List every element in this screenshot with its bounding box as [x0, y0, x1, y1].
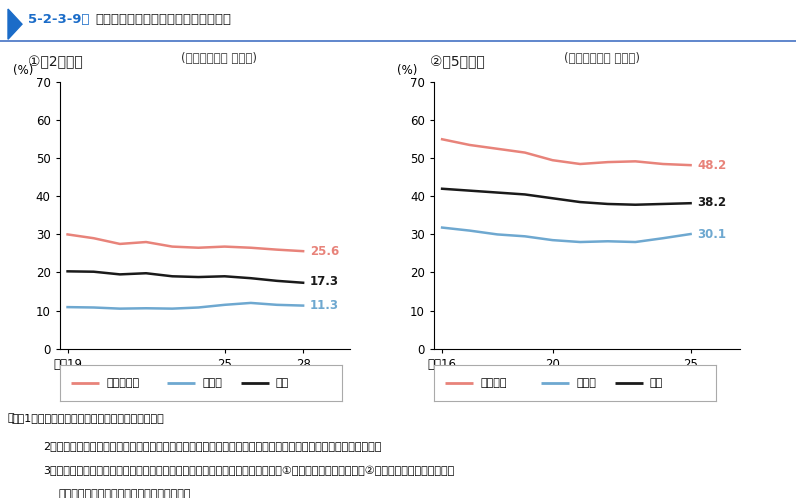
Text: 満期釈放等: 満期釈放等	[107, 378, 139, 388]
Text: 注　1　法務省大臣官房司法法制部の資料による。: 注 1 法務省大臣官房司法法制部の資料による。	[12, 413, 165, 423]
Text: 25.6: 25.6	[310, 245, 339, 257]
Text: 末までに再入所した者の人員の比率をいう。: 末までに再入所した者の人員の比率をいう。	[59, 489, 191, 498]
Text: (%): (%)	[397, 64, 417, 77]
Text: 総数: 総数	[276, 378, 289, 388]
Text: 仮釈放: 仮釈放	[576, 378, 596, 388]
Text: ①　2年以内: ① 2年以内	[28, 56, 83, 70]
Text: 出所受刑者の出所事由別再入率の推移: 出所受刑者の出所事由別再入率の推移	[95, 12, 231, 25]
Text: 2　前刑出所後の犯罪により再入所した者で，かつ，前刑出所事由が満期釈放等又は仮釈放の者を計上している。: 2 前刑出所後の犯罪により再入所した者で，かつ，前刑出所事由が満期釈放等又は仮釈…	[43, 441, 381, 451]
Text: 5-2-3-9図: 5-2-3-9図	[28, 12, 89, 25]
Polygon shape	[8, 9, 22, 39]
Text: 38.2: 38.2	[697, 196, 727, 209]
Text: 仮釈放: 仮釈放	[202, 378, 222, 388]
Text: ②　5年以内: ② 5年以内	[430, 56, 485, 70]
Text: (%): (%)	[14, 64, 33, 77]
Text: 17.3: 17.3	[310, 275, 338, 288]
Text: (平成１９年～ ２８年): (平成１９年～ ２８年)	[181, 52, 257, 65]
Text: (平成１６年～ ２５年): (平成１６年～ ２５年)	[564, 52, 640, 65]
Text: 満期釈放: 満期釈放	[481, 378, 507, 388]
Text: 30.1: 30.1	[697, 228, 727, 241]
Text: 3　「再入率」は，各年の出所受刑者の人員に占める，出所年を１年目として，①では２年目（翔年）の，②では５年目の，それぞれ年: 3 「再入率」は，各年の出所受刑者の人員に占める，出所年を１年目として，①では２…	[43, 466, 455, 476]
Text: 総数: 総数	[650, 378, 663, 388]
Text: 注: 注	[8, 413, 14, 423]
Text: 11.3: 11.3	[310, 299, 338, 312]
Text: 48.2: 48.2	[697, 159, 727, 172]
